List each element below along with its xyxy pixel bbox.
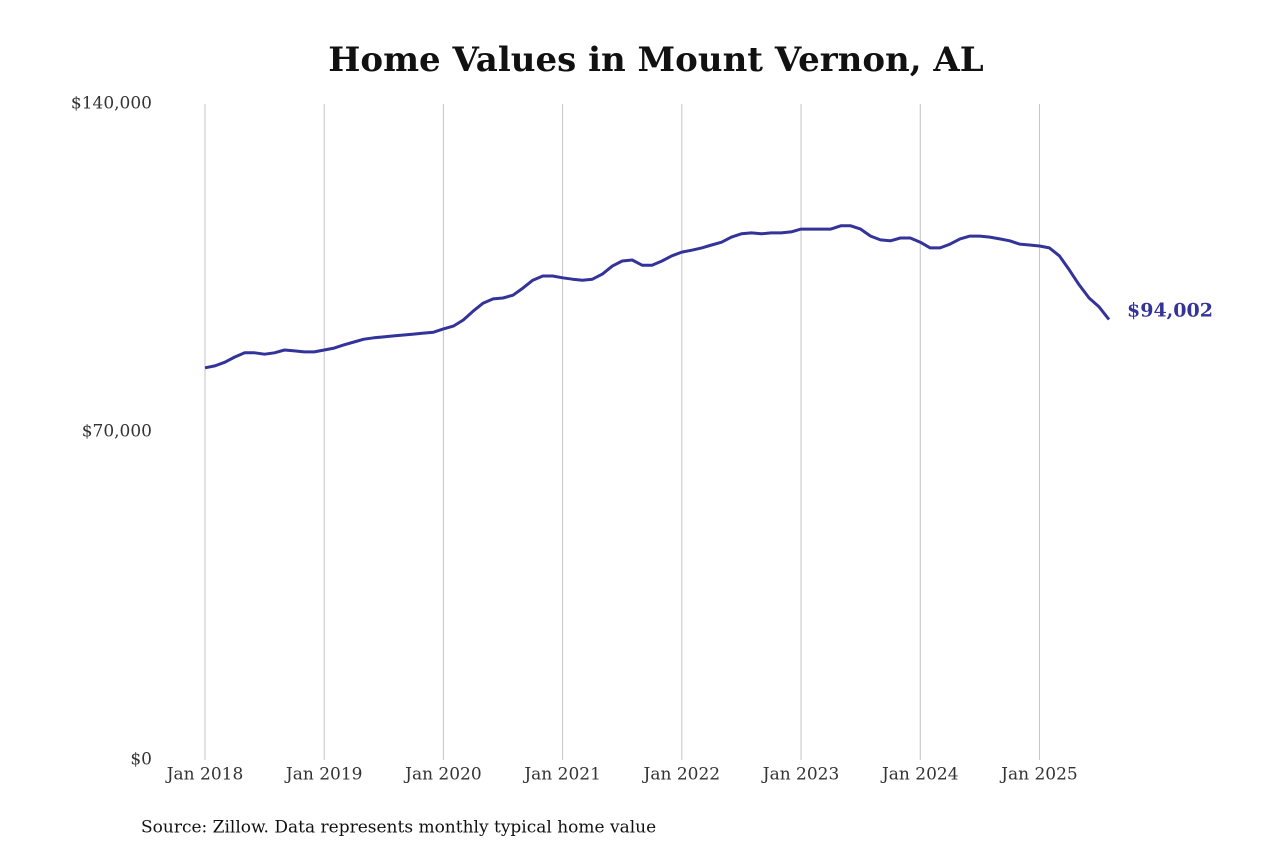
- chart-title: Home Values in Mount Vernon, AL: [328, 40, 984, 80]
- x-tick-label: Jan 2021: [522, 765, 601, 785]
- line: [204, 224, 1111, 370]
- x-tick-label: Jan 2024: [880, 765, 959, 785]
- value-label: $94,002: [1127, 300, 1213, 322]
- x-tick-label: Jan 2019: [284, 765, 363, 785]
- y-tick-label: $140,000: [71, 94, 152, 114]
- source-note: Source: Zillow. Data represents monthly …: [141, 818, 656, 838]
- x-tick-label: Jan 2020: [403, 765, 482, 785]
- x-tick-label: Jan 2022: [642, 765, 721, 785]
- x-tick-label: Jan 2025: [999, 765, 1078, 785]
- y-tick-label: $0: [130, 750, 152, 770]
- x-tick-label: Jan 2018: [165, 765, 244, 785]
- x-tick-label: Jan 2023: [761, 765, 840, 785]
- y-tick-label: $70,000: [82, 422, 152, 442]
